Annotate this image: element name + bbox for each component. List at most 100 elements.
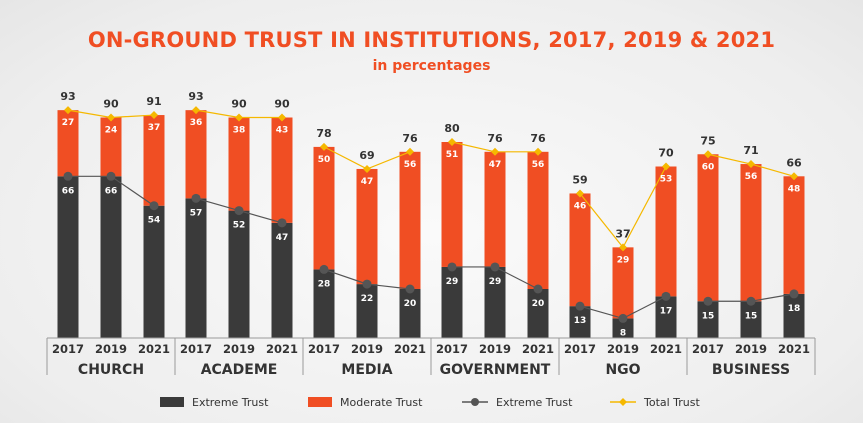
extreme-trust-bar [697, 301, 719, 338]
extreme-value-label: 15 [745, 311, 758, 321]
year-tick-label: 2021 [266, 342, 298, 356]
moderate-value-label: 27 [62, 118, 75, 128]
total-trust-marker [576, 189, 584, 198]
total-trust-marker [278, 113, 286, 122]
category-label: NGO [605, 362, 640, 378]
total-trust-marker [107, 113, 115, 122]
moderate-trust-bar [484, 151, 506, 267]
total-trust-marker [363, 164, 371, 173]
year-tick-label: 2019 [351, 342, 383, 356]
moderate-trust-bar [740, 164, 762, 302]
total-value-label: 66 [786, 156, 802, 169]
legend-total-marker [619, 398, 627, 406]
extreme-trust-marker [319, 264, 329, 274]
category-label: ACADEME [201, 362, 278, 378]
year-tick-label: 2017 [436, 342, 468, 356]
total-value-label: 71 [743, 144, 758, 157]
year-tick-label: 2019 [479, 342, 511, 356]
total-value-label: 37 [615, 227, 630, 240]
total-value-label: 93 [188, 90, 203, 103]
extreme-value-label: 66 [62, 186, 75, 196]
extreme-trust-bar [783, 293, 805, 338]
total-value-label: 93 [60, 90, 75, 103]
moderate-trust-bar [783, 176, 805, 294]
total-trust-marker [406, 147, 414, 156]
category-label: CHURCH [78, 362, 144, 378]
extreme-trust-bar [185, 198, 207, 338]
year-tick-label: 2017 [52, 342, 84, 356]
total-value-label: 75 [700, 134, 715, 147]
moderate-trust-bar [527, 151, 549, 289]
extreme-value-label: 57 [190, 208, 203, 218]
total-trust-marker [320, 142, 328, 151]
moderate-value-label: 24 [105, 126, 118, 136]
legend-extreme-label: Extreme Trust [192, 396, 269, 409]
total-trust-marker [491, 147, 499, 156]
extreme-trust-marker [405, 284, 415, 294]
moderate-trust-bar [57, 110, 79, 177]
total-value-label: 76 [487, 132, 503, 145]
extreme-value-label: 8 [620, 328, 626, 338]
moderate-value-label: 56 [745, 172, 758, 182]
moderate-trust-bar [356, 168, 378, 285]
moderate-trust-bar [441, 142, 463, 267]
extreme-trust-marker [703, 296, 713, 306]
total-value-label: 76 [402, 132, 418, 145]
extreme-trust-marker [447, 262, 457, 272]
extreme-value-label: 15 [702, 311, 715, 321]
moderate-value-label: 56 [532, 160, 545, 170]
moderate-trust-bar [399, 151, 421, 289]
extreme-trust-bar [399, 289, 421, 338]
legend-extreme-swatch [160, 397, 184, 407]
total-trust-marker [448, 138, 456, 146]
year-tick-label: 2017 [180, 342, 212, 356]
extreme-trust-bar [655, 296, 677, 338]
extreme-value-label: 66 [105, 186, 118, 196]
year-tick-label: 2019 [223, 342, 255, 356]
moderate-value-label: 56 [404, 160, 417, 170]
extreme-trust-marker [661, 291, 671, 301]
total-trust-marker [235, 113, 243, 122]
total-value-label: 78 [316, 127, 331, 140]
moderate-trust-bar [185, 110, 207, 199]
year-tick-label: 2019 [735, 342, 767, 356]
legend-moderate-label: Moderate Trust [340, 396, 423, 409]
moderate-value-label: 48 [788, 184, 801, 194]
total-value-label: 70 [658, 147, 674, 160]
total-value-label: 76 [530, 132, 546, 145]
year-tick-label: 2021 [650, 342, 682, 356]
extreme-value-label: 17 [660, 306, 673, 316]
year-tick-label: 2021 [138, 342, 170, 356]
moderate-trust-bar [271, 117, 293, 223]
extreme-value-label: 18 [788, 304, 801, 314]
extreme-trust-bar [57, 176, 79, 338]
year-tick-label: 2021 [522, 342, 554, 356]
moderate-trust-bar [697, 154, 719, 302]
total-trust-marker [662, 162, 670, 171]
moderate-trust-bar [100, 117, 122, 177]
legend-extreme-line-marker [471, 398, 479, 406]
extreme-trust-bar [441, 266, 463, 338]
total-trust-marker [619, 243, 627, 252]
extreme-trust-marker [618, 313, 628, 323]
extreme-trust-marker [789, 289, 799, 299]
extreme-trust-bar [100, 176, 122, 338]
moderate-trust-bar [612, 247, 634, 319]
moderate-trust-bar [313, 146, 335, 270]
extreme-trust-bar [228, 210, 250, 338]
category-label: GOVERNMENT [440, 362, 551, 378]
moderate-trust-bar [655, 166, 677, 297]
total-value-label: 69 [359, 149, 374, 162]
moderate-value-label: 47 [489, 160, 502, 170]
year-tick-label: 2019 [607, 342, 639, 356]
extreme-trust-bar [143, 205, 165, 338]
year-tick-label: 2021 [778, 342, 810, 356]
moderate-value-label: 36 [190, 118, 203, 128]
moderate-trust-bar [228, 117, 250, 211]
extreme-trust-marker [533, 284, 543, 294]
moderate-value-label: 46 [574, 201, 587, 211]
chart-subtitle: in percentages [372, 58, 491, 74]
moderate-value-label: 37 [148, 123, 161, 133]
extreme-trust-bar [313, 269, 335, 338]
extreme-trust-marker [63, 171, 73, 181]
